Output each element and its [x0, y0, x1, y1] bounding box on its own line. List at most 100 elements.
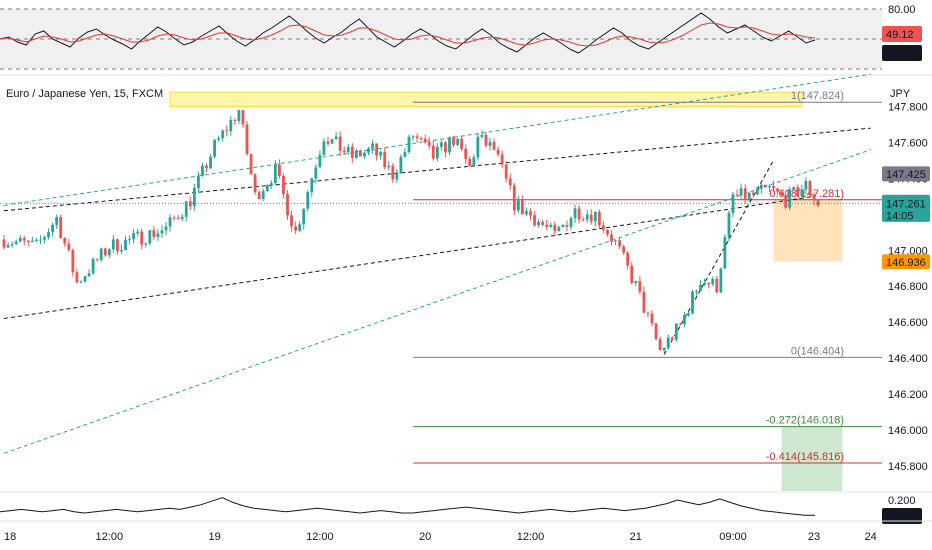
candle-body [107, 249, 111, 256]
candle-body [508, 178, 512, 186]
rsi-value-tag [882, 26, 922, 42]
rsi-series-line [0, 12, 816, 54]
rsi-value-label: 49.12 [886, 29, 914, 41]
candle-body [322, 141, 326, 155]
candle-body [577, 208, 581, 220]
time-axis-tick: 12:00 [96, 531, 124, 543]
candle-body [120, 249, 123, 252]
candle-body [144, 243, 148, 245]
candle-body [784, 195, 788, 208]
candle-body [573, 208, 577, 219]
candle-body [306, 191, 310, 209]
candle-body [589, 214, 593, 222]
candle-body [91, 258, 95, 274]
candle-body [525, 211, 528, 215]
candle-body [265, 185, 269, 192]
candle-body [776, 188, 779, 192]
candle-body [626, 252, 630, 266]
candle-body [695, 290, 698, 292]
candle-body [342, 150, 346, 153]
candle-body [464, 148, 468, 159]
candle-body [294, 226, 297, 231]
price-tag-label: 146.936 [886, 257, 926, 269]
candle-body [338, 136, 342, 151]
candle-body [241, 110, 245, 125]
candle-body [743, 188, 747, 200]
candle-body [512, 185, 516, 211]
candle-body [419, 138, 423, 140]
price-axis-tick: 146.000 [888, 425, 928, 437]
candle-body [691, 291, 694, 314]
candle-body [2, 239, 6, 248]
candle-body [646, 312, 650, 314]
price-axis-tick: 145.800 [888, 461, 928, 473]
candle-body [286, 194, 289, 216]
rsi-value-label: 37.83 [886, 48, 914, 60]
candle-body [132, 233, 135, 240]
trend-channel-line [3, 149, 871, 454]
candle-body [359, 150, 362, 157]
candle-body [152, 230, 156, 237]
fib-level-label: 0(146.404) [791, 345, 844, 357]
candle-body [14, 241, 18, 245]
candle-body [83, 276, 87, 282]
candle-body [638, 281, 642, 292]
indicator-value-tag [882, 508, 922, 524]
target-zone [781, 426, 843, 491]
trend-channel-line [3, 127, 871, 212]
trend-channel-line [663, 160, 774, 355]
fib-level-label: 0.618(147.281) [769, 188, 844, 200]
candle-body [593, 212, 597, 222]
candle-body [47, 232, 50, 238]
candle-body [780, 191, 783, 196]
candle-body [346, 146, 350, 153]
candle-body [755, 188, 759, 195]
candle-body [630, 265, 634, 284]
candle-body [399, 156, 403, 174]
candle-body [383, 152, 387, 168]
price-axis-tick: 146.800 [888, 281, 928, 293]
candle-body [634, 281, 638, 284]
price-tag-label: 147.261 [886, 198, 926, 210]
candle-body [800, 189, 804, 197]
candle-body [707, 282, 711, 285]
candle-body [79, 281, 83, 283]
price-axis-tick: 146.600 [888, 317, 928, 329]
candle-body [452, 137, 455, 145]
candle-body [188, 201, 192, 207]
candle-body [172, 217, 176, 219]
candle-body [156, 233, 160, 237]
candle-body [678, 323, 682, 325]
candle-body [111, 239, 115, 250]
candle-body [375, 143, 378, 156]
candle-body [116, 239, 119, 252]
candle-body [456, 138, 459, 145]
candle-body [423, 138, 427, 143]
candle-body [772, 186, 775, 189]
candle-body [245, 124, 249, 155]
candle-body [67, 243, 71, 251]
candle-body [472, 157, 476, 166]
candle-body [614, 240, 617, 242]
candle-body [261, 191, 265, 200]
candle-body [553, 224, 557, 231]
symbol-title: Euro / Japanese Yen, 15, FXCM [6, 88, 164, 100]
candle-body [257, 192, 261, 200]
candle-body [229, 119, 233, 132]
candle-body [298, 224, 302, 231]
candle-body [804, 181, 808, 190]
candle-body [128, 239, 131, 241]
candle-body [703, 282, 707, 285]
candle-body [273, 164, 277, 184]
candle-body [759, 184, 763, 189]
price-axis-tick: 146.200 [888, 389, 928, 401]
stop-zone [773, 199, 843, 262]
time-axis-tick: 19 [208, 531, 220, 543]
candle-body [237, 110, 241, 121]
candle-body [488, 142, 492, 146]
candle-body [500, 154, 504, 165]
fib-level-label: 1(147.824) [791, 90, 844, 102]
candle-body [557, 227, 561, 231]
candle-body [371, 143, 374, 149]
